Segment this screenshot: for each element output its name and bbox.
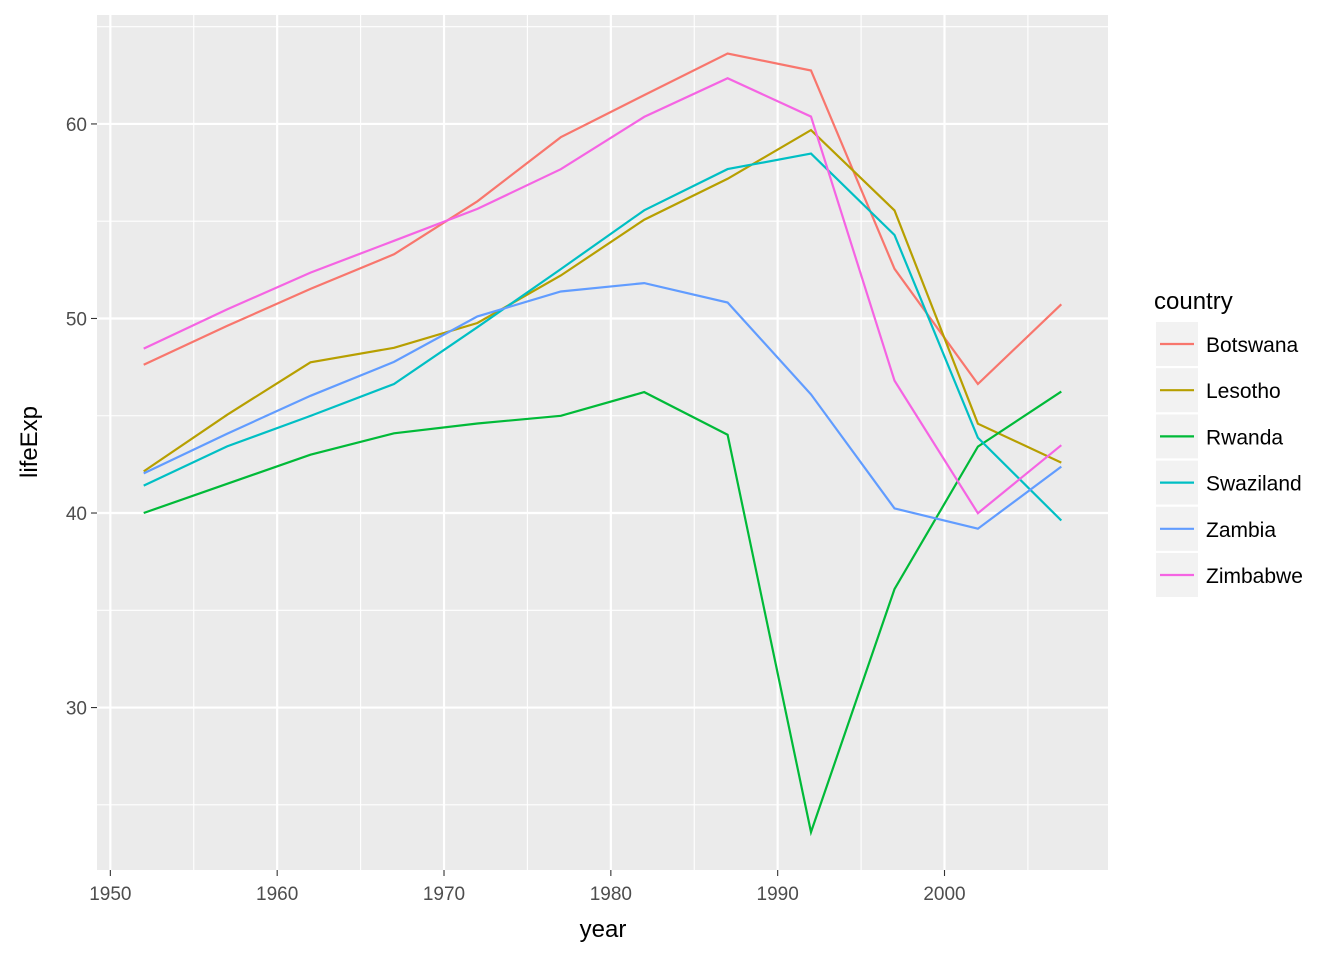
y-tick-label: 40	[66, 504, 87, 525]
legend-label: Swaziland	[1206, 473, 1302, 496]
axes: 1950 1960 1970 1980 1990 2000 30 40 50 60	[66, 115, 966, 905]
y-tick-label: 60	[66, 115, 87, 136]
x-tick-label: 1990	[757, 884, 799, 905]
legend: country Botswana Lesotho Rwanda Swaziland Za…	[1154, 288, 1303, 597]
legend-label: Rwanda	[1206, 426, 1283, 449]
series-line-swaziland	[143, 152, 1063, 522]
series-line-botswana	[143, 52, 1063, 386]
x-tick-label: 1980	[590, 884, 632, 905]
legend-label: Zambia	[1206, 519, 1276, 542]
y-axis-title: lifeExp	[16, 406, 43, 478]
plot-panel	[97, 15, 1108, 870]
series-line-lesotho	[143, 128, 1062, 473]
y-tick-label: 30	[66, 699, 87, 720]
series-line-rwanda	[143, 390, 1062, 837]
x-tick-label: 2000	[923, 884, 965, 905]
x-tick-label: 1950	[89, 884, 131, 905]
x-tick-label: 1970	[423, 884, 465, 905]
legend-label: Botswana	[1206, 334, 1299, 357]
legend-title: country	[1154, 288, 1233, 315]
x-axis-title: year	[580, 916, 627, 943]
gridlines	[97, 15, 1108, 870]
x-tick-label: 1960	[256, 884, 298, 905]
series-lines	[143, 52, 1063, 837]
series-line-zambia	[143, 281, 1062, 530]
series-line-zimbabwe	[143, 76, 1062, 515]
legend-label: Zimbabwe	[1206, 565, 1303, 588]
y-tick-label: 50	[66, 309, 87, 330]
legend-label: Lesotho	[1206, 380, 1281, 403]
